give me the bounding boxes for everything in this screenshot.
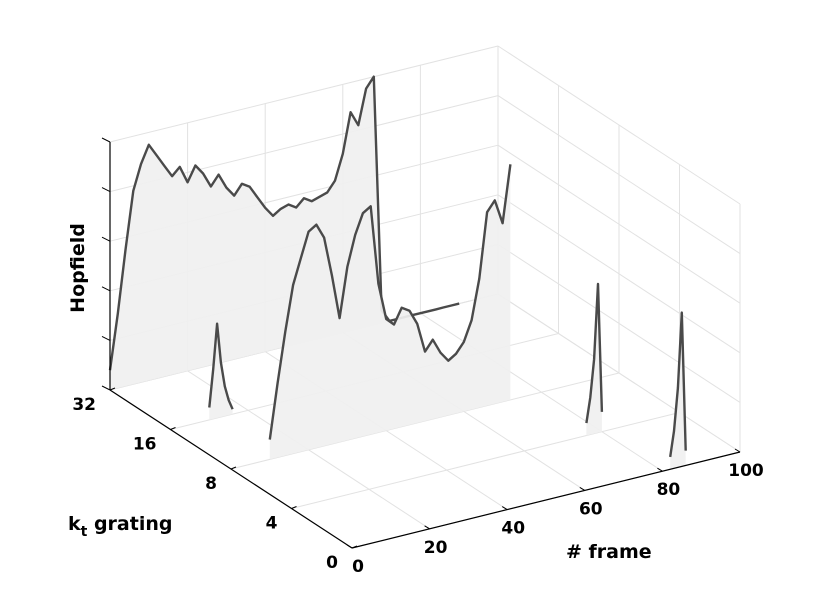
- series-area-k8: [269, 164, 511, 460]
- x-tick-mark: [657, 467, 663, 472]
- y-axis-label: kt grating: [68, 513, 172, 540]
- z-tick-mark: [101, 335, 111, 341]
- y-tick-label: 32: [72, 395, 96, 415]
- y-tick-label: 8: [205, 474, 217, 494]
- y-tick-mark: [170, 427, 176, 430]
- series-line-k4: [585, 282, 604, 424]
- x-tick-mark: [501, 506, 508, 511]
- x-axis-line: [351, 451, 741, 549]
- z-tick-mark: [101, 187, 111, 193]
- z-axis-label: Hopfield: [67, 223, 89, 313]
- floor-gridline: [291, 412, 680, 509]
- y-tick-mark: [230, 466, 237, 470]
- y-tick-label: 0: [326, 553, 338, 573]
- z-tick-mark: [101, 137, 111, 143]
- x-tick-mark: [734, 448, 741, 453]
- y-tick-mark: [109, 387, 116, 391]
- z-tick-mark: [101, 236, 111, 242]
- series-layer: [108, 75, 687, 470]
- z-tick-mark: [101, 385, 111, 391]
- series-line-k0: [669, 311, 687, 458]
- y-tick-label: 4: [266, 514, 278, 534]
- y-axis-label-tail: grating: [87, 513, 172, 535]
- y-tick-mark: [351, 545, 358, 549]
- z-tick-mark: [101, 286, 111, 292]
- x-tick-label: 60: [579, 499, 603, 519]
- x-axis-label: # frame: [566, 541, 652, 563]
- x-tick-label: 100: [728, 461, 764, 481]
- y-axis-label-main: k: [68, 513, 81, 535]
- x-tick-label: 20: [424, 538, 448, 558]
- y-tick-label: 16: [133, 435, 157, 455]
- y-axis-label-subscript: t: [81, 524, 88, 540]
- x-tick-label: 40: [501, 519, 525, 539]
- axes-layer: 0 20 40 60 80 100 0 4 8 16 32: [72, 137, 764, 577]
- x-tick-mark: [346, 544, 353, 549]
- x-tick-mark: [424, 525, 430, 530]
- floor-gridline: [230, 372, 620, 470]
- back-wall-gridline: [109, 45, 499, 143]
- series-line-k8: [268, 164, 512, 440]
- x-tick-label: 80: [657, 480, 681, 500]
- x-tick-label: 0: [352, 557, 364, 577]
- x-tick-mark: [579, 486, 586, 491]
- series-line-k16: [208, 322, 234, 410]
- y-tick-mark: [291, 506, 297, 509]
